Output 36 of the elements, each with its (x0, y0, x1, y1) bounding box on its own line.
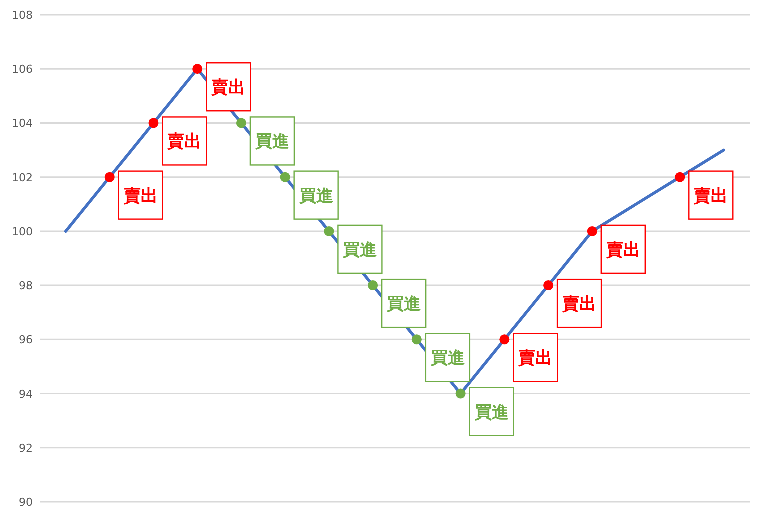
data-label: 買進 (298, 186, 334, 206)
data-label: 買進 (474, 402, 509, 423)
y-tick-label: 90 (19, 496, 33, 509)
point (236, 118, 246, 128)
point (324, 226, 334, 236)
y-tick-label: 106 (12, 63, 33, 76)
point (148, 118, 159, 128)
point (544, 280, 554, 291)
data-label: 買進 (430, 348, 465, 369)
y-tick-label: 96 (19, 334, 33, 347)
y-tick-label: 98 (19, 280, 33, 293)
point (500, 334, 510, 345)
y-tick-label: 104 (12, 117, 33, 130)
data-label: 賣出 (122, 186, 158, 206)
y-tick-label: 92 (19, 442, 33, 455)
point (192, 64, 203, 74)
data-label: 賣出 (210, 78, 246, 98)
point (587, 226, 598, 236)
y-tick-label: 94 (19, 388, 33, 401)
point (104, 172, 115, 182)
y-tick-label: 108 (12, 9, 33, 22)
data-label: 賣出 (693, 186, 728, 206)
data-label: 買進 (386, 294, 422, 315)
point (456, 388, 466, 399)
point (368, 280, 378, 291)
data-label: 買進 (254, 132, 290, 152)
y-tick-label: 100 (12, 225, 33, 238)
y-tick-label: 102 (12, 171, 33, 184)
point (280, 172, 290, 182)
data-label: 賣出 (562, 294, 597, 315)
point (412, 334, 422, 345)
data-label: 賣出 (518, 348, 553, 369)
data-label: 買進 (342, 240, 378, 260)
point (675, 172, 686, 182)
data-label: 賣出 (605, 240, 640, 260)
data-label: 賣出 (166, 132, 202, 152)
